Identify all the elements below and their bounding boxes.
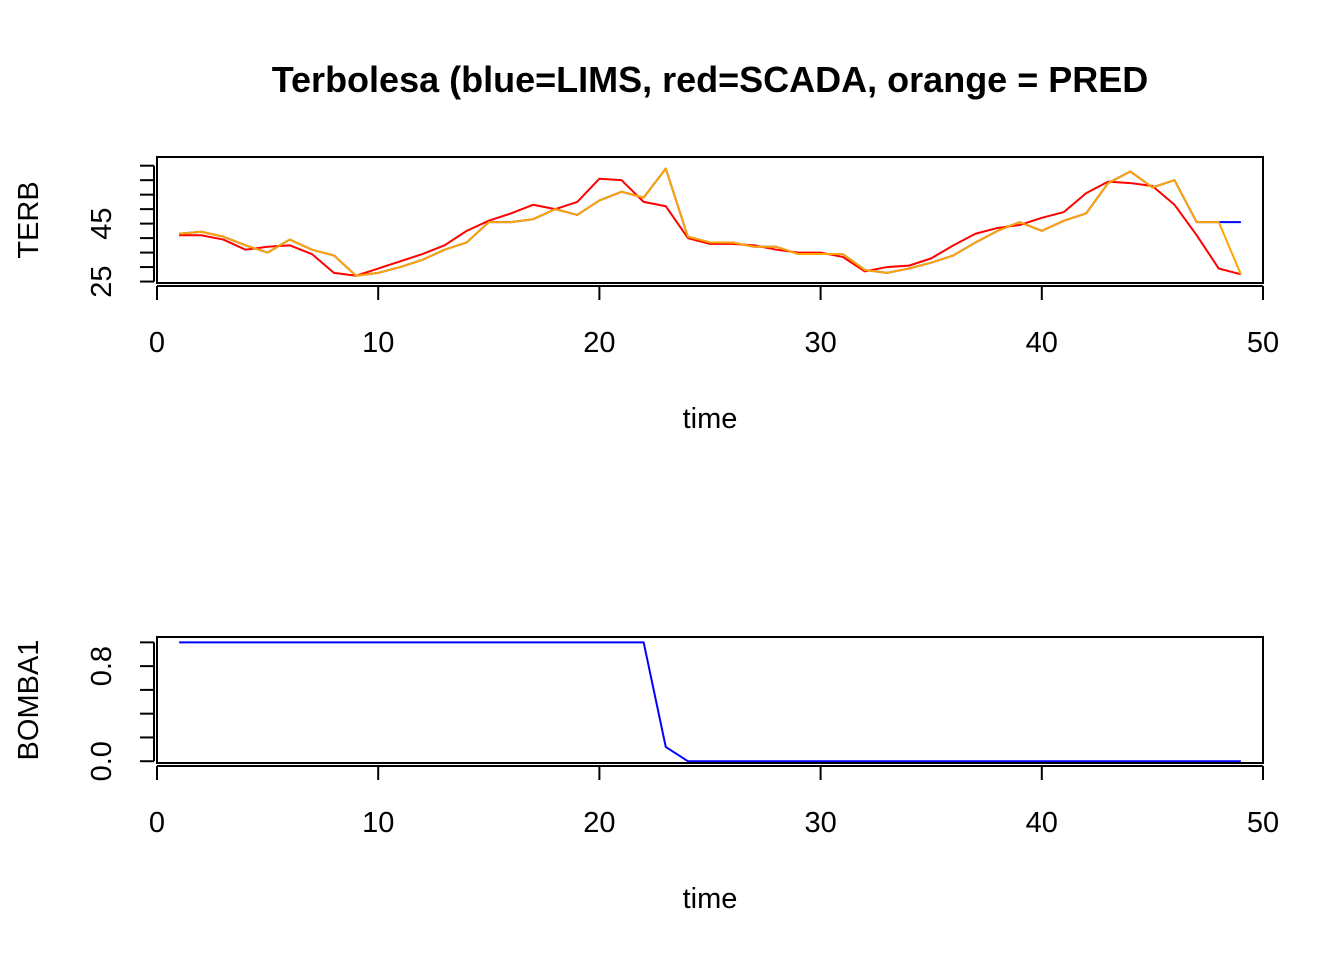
chart-title: Terbolesa (blue=LIMS, red=SCADA, orange … xyxy=(272,59,1149,100)
bomba1-y-axis-label: BOMBA1 xyxy=(13,640,45,761)
terb-x-tick-label-0: 0 xyxy=(149,327,165,359)
bomba1-x-tick-label-30: 30 xyxy=(804,807,836,839)
terb-y-tick-label-45: 45 xyxy=(86,207,118,239)
bomba1-y-tick-label-0.8: 0.8 xyxy=(86,646,118,686)
terb-y-axis-label: TERB xyxy=(13,181,45,258)
bomba1-x-tick-label-0: 0 xyxy=(149,807,165,839)
bomba1-panel: 0 10 20 30 40 50 time 0.0 0.8 BOMBA1 xyxy=(13,636,1279,915)
terb-x-axis-label: time xyxy=(683,403,738,435)
terb-x-tick-label-10: 10 xyxy=(362,327,394,359)
terb-x-tick-label-50: 50 xyxy=(1247,327,1279,359)
terb-plot-frame xyxy=(156,156,1264,284)
terb-series-pred-line xyxy=(179,167,1242,277)
bomba1-x-axis-label: time xyxy=(683,883,738,915)
bomba1-series-bomba1-line xyxy=(179,641,1241,763)
bomba1-x-tick-label-50: 50 xyxy=(1247,807,1279,839)
terb-panel: 0 10 20 30 40 50 time 25 45 TERB xyxy=(13,156,1279,435)
terb-x-tick-label-20: 20 xyxy=(583,327,615,359)
bomba1-plot-frame xyxy=(156,636,1264,764)
terb-x-tick-label-30: 30 xyxy=(804,327,836,359)
bomba1-x-tick-label-10: 10 xyxy=(362,807,394,839)
bomba1-x-tick-label-20: 20 xyxy=(583,807,615,839)
terb-y-tick-label-25: 25 xyxy=(86,265,118,297)
terb-x-tick-label-40: 40 xyxy=(1026,327,1058,359)
bomba1-x-tick-label-40: 40 xyxy=(1026,807,1058,839)
bomba1-y-tick-label-0.0: 0.0 xyxy=(86,741,118,781)
